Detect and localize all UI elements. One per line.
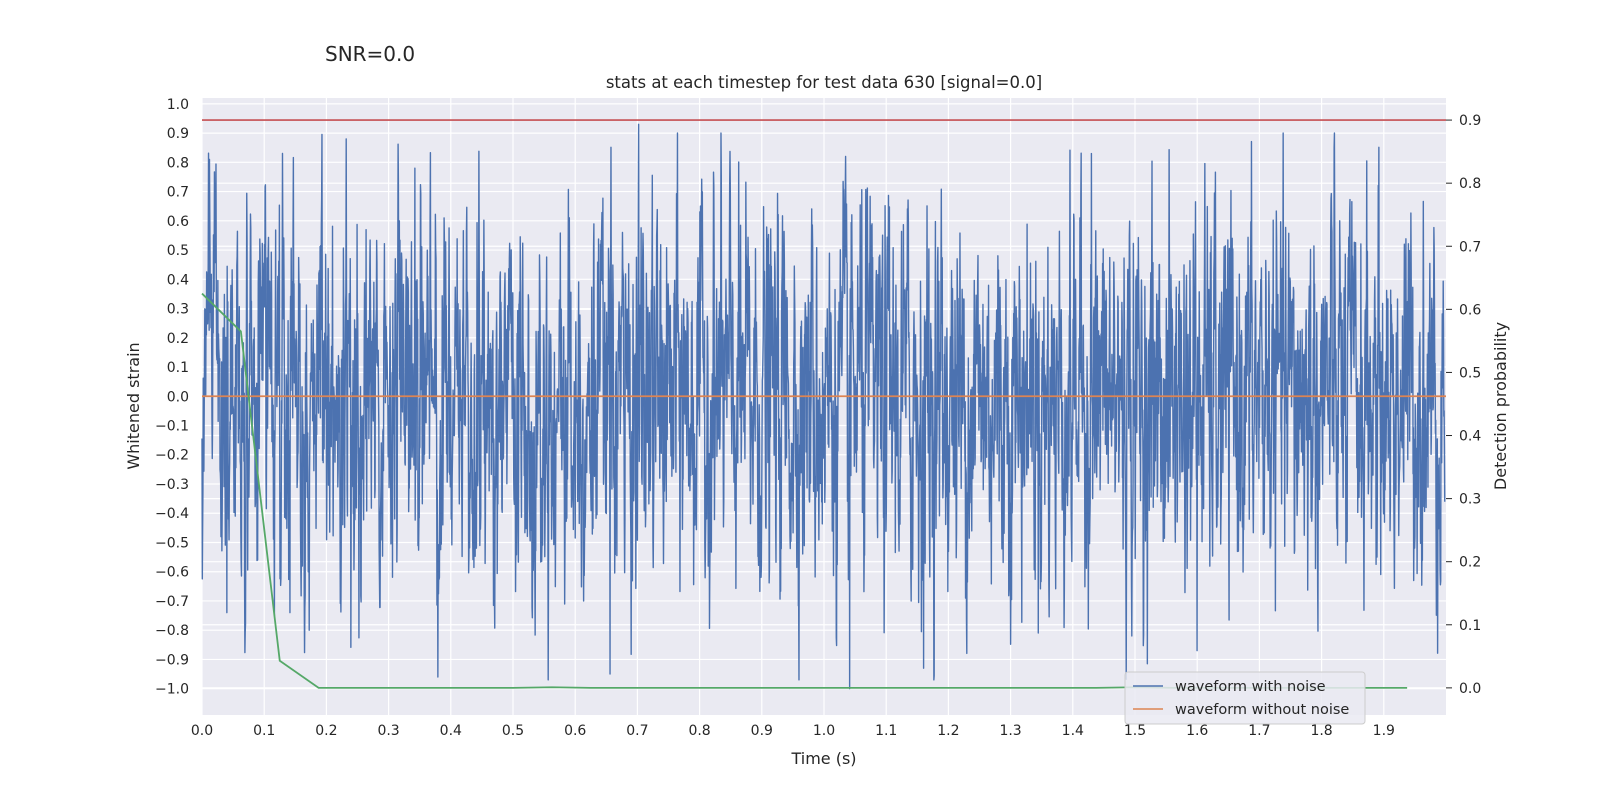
y-tick-label: 0.0 <box>167 389 189 405</box>
x-tick-label: 0.4 <box>440 723 462 739</box>
y-tick-label: −0.1 <box>155 419 189 435</box>
x-tick-label: 1.9 <box>1373 723 1395 739</box>
y2-tick-label: 0.3 <box>1459 492 1481 508</box>
y2-axis-label: Detection probability <box>1491 322 1510 490</box>
legend-box <box>1124 671 1366 725</box>
y2-tick-label: 0.9 <box>1459 113 1481 129</box>
y-tick-label: −0.9 <box>155 652 189 668</box>
y-tick-label: −0.5 <box>155 535 189 551</box>
series-line-noise <box>201 123 1446 690</box>
x-tick-label: 0.3 <box>377 723 399 739</box>
x-tick-label: 0.5 <box>502 723 524 739</box>
y-tick-label: 0.7 <box>167 185 189 201</box>
y-tick-label: −1.0 <box>155 682 189 698</box>
x-tick-label: 1.5 <box>1124 723 1146 739</box>
suptitle: SNR=0.0 <box>325 42 415 66</box>
y2-tick-label: 0.5 <box>1459 365 1481 381</box>
x-tick-label: 1.6 <box>1186 723 1208 739</box>
y-tick-label: 0.4 <box>167 272 189 288</box>
y-tick-label: −0.4 <box>155 506 189 522</box>
legend: waveform with noise waveform without noi… <box>1124 671 1366 725</box>
x-tick-label: 0.0 <box>191 723 213 739</box>
chart-title: stats at each timestep for test data 630… <box>606 73 1042 92</box>
y2-tick-label: 0.7 <box>1459 239 1481 255</box>
x-tick-label: 1.3 <box>999 723 1021 739</box>
y-axis-label: Whitened strain <box>124 342 143 469</box>
legend-label-clean: waveform without noise <box>1175 702 1349 718</box>
legend-label-noise: waveform with noise <box>1175 679 1326 695</box>
x-tick-label: 0.1 <box>253 723 275 739</box>
x-tick-label: 1.8 <box>1310 723 1332 739</box>
y-tick-label: 0.3 <box>167 302 189 318</box>
x-tick-label: 1.1 <box>875 723 897 739</box>
y-tick-label: 0.6 <box>167 214 189 230</box>
x-tick-label: 0.8 <box>688 723 710 739</box>
y2-tick-label: 0.4 <box>1459 429 1481 445</box>
y2-tick-label: 0.0 <box>1459 681 1481 697</box>
y-tick-label: 0.2 <box>167 331 189 347</box>
y-tick-label: 1.0 <box>167 97 189 113</box>
y2-tick-label: 0.8 <box>1459 176 1481 192</box>
x-tick-label: 0.7 <box>626 723 648 739</box>
y-tick-label: −0.8 <box>155 623 189 639</box>
y-tick-label: −0.2 <box>155 448 189 464</box>
y-tick-label: 0.1 <box>167 360 189 376</box>
y2-tick-label: 0.1 <box>1459 618 1481 634</box>
y-tick-label: 0.9 <box>167 126 189 142</box>
y-tick-label: −0.7 <box>155 594 189 610</box>
x-tick-label: 1.7 <box>1248 723 1270 739</box>
x-tick-label: 1.0 <box>813 723 835 739</box>
x-tick-label: 1.2 <box>937 723 959 739</box>
x-tick-label: 1.4 <box>1062 723 1084 739</box>
x-axis-label: Time (s) <box>790 749 856 768</box>
y-tick-label: −0.3 <box>155 477 189 493</box>
y-tick-label: 0.8 <box>167 155 189 171</box>
x-tick-label: 0.9 <box>751 723 773 739</box>
x-tick-label: 0.2 <box>315 723 337 739</box>
y-tick-label: 0.5 <box>167 243 189 259</box>
y-tick-label: −0.6 <box>155 565 189 581</box>
y2-tick-label: 0.2 <box>1459 555 1481 571</box>
x-tick-label: 0.6 <box>564 723 586 739</box>
y2-tick-label: 0.6 <box>1459 302 1481 318</box>
